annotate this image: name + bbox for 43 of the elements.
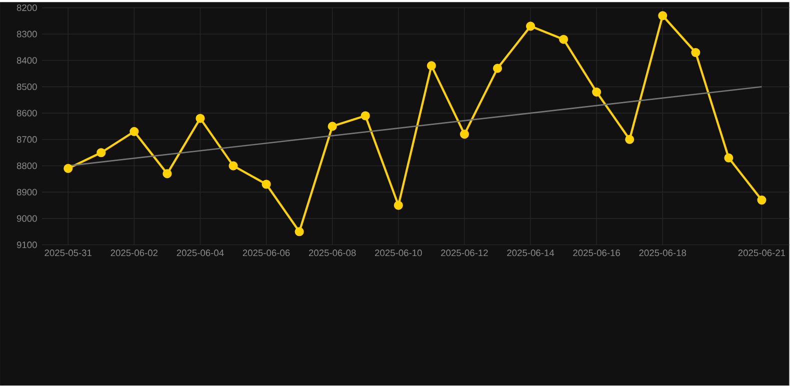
- x-tick-label: 2025-06-18: [639, 250, 686, 256]
- y-tick-label: 9000: [16, 215, 37, 222]
- point: [460, 130, 469, 139]
- y-tick-label: 8900: [16, 189, 37, 196]
- x-tick-label: 2025-06-10: [375, 250, 422, 256]
- y-tick-label: 8800: [16, 162, 37, 170]
- point: [64, 164, 73, 174]
- y-tick-label: 9100: [16, 242, 37, 248]
- point: [328, 122, 337, 131]
- point: [426, 61, 436, 70]
- point: [162, 169, 172, 178]
- point: [724, 154, 734, 163]
- point: [196, 114, 205, 124]
- y-tick-label: 8500: [16, 84, 37, 90]
- point: [294, 227, 304, 236]
- point: [559, 34, 568, 44]
- y-tick-label: 8700: [16, 136, 37, 143]
- y-tick-label: 8300: [16, 30, 37, 38]
- point: [658, 11, 668, 20]
- point: [96, 148, 106, 158]
- x-tick-label: 2025-06-04: [176, 250, 224, 256]
- y-tick-label: 8400: [16, 57, 37, 64]
- point: [228, 161, 238, 170]
- point: [526, 22, 536, 31]
- point: [394, 200, 403, 210]
- y-tick-label: 8200: [16, 4, 37, 12]
- x-tick-label: 2025-06-21: [738, 250, 786, 256]
- point: [130, 127, 139, 136]
- point: [625, 135, 634, 144]
- point: [492, 64, 502, 74]
- point: [757, 196, 766, 205]
- x-tick-label: 2025-06-02: [110, 250, 158, 256]
- point: [592, 88, 602, 97]
- y-tick-label: 8600: [16, 110, 37, 117]
- point: [262, 180, 271, 189]
- x-tick-label: 2025-06-06: [242, 250, 290, 256]
- point: [691, 48, 700, 58]
- x-tick-label: 2025-06-14: [507, 250, 554, 256]
- x-tick-label: 2025-05-31: [44, 250, 92, 256]
- x-tick-label: 2025-06-12: [441, 250, 488, 256]
- x-tick-label: 2025-06-16: [573, 250, 620, 256]
- x-tick-label: 2025-06-08: [308, 250, 356, 256]
- point: [360, 111, 370, 120]
